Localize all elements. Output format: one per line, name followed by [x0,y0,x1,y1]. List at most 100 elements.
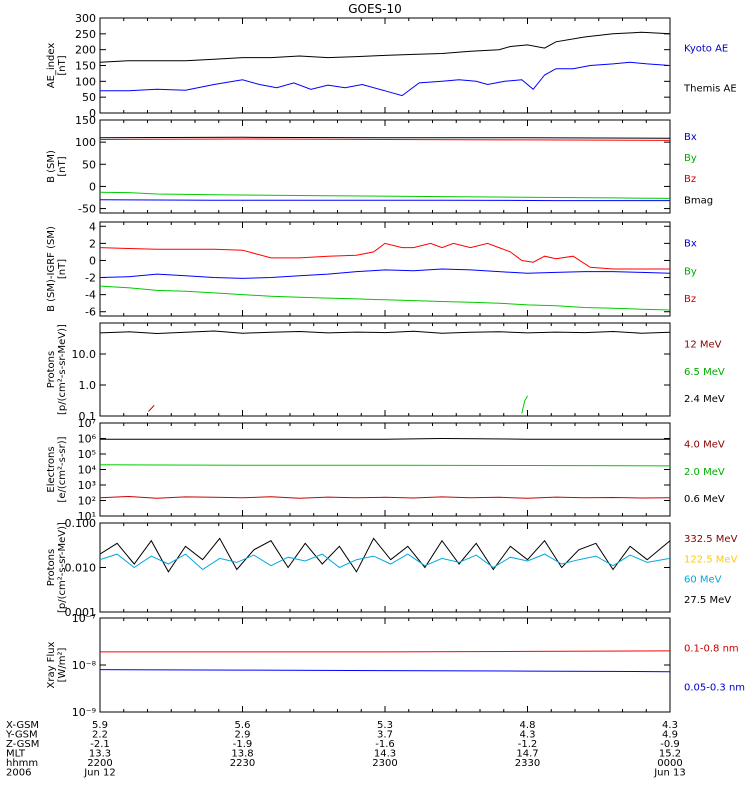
legend-entry: Bx [684,239,697,250]
y-axis-label: Electrons [46,446,57,492]
panel-frame [99,119,671,214]
footer-value: 4.9 [662,730,678,741]
panel-frame [99,17,671,114]
legend-entry: 332.5 MeV [684,534,738,545]
panel-2: -50 0 50 100 150 B (SM) [nT] Bx By Bz Bmag [46,114,713,216]
panel-6: 0.001 0.010 0.100 Protons [p/(cm²-s-sr-MeV)]… [46,517,738,619]
footer-value: 2330 [515,758,540,769]
series-line-bmag [100,136,670,139]
y-tick-label: -50 [78,203,96,216]
y-tick-label: 300 [75,12,96,25]
y-tick-label: 2 [89,237,96,250]
legend-entry: Bx [684,132,697,143]
footer-value: 3.7 [377,730,393,741]
panel-frame [99,221,671,317]
y-tick-label: 10⁵ [78,448,96,461]
legend-entry: 4.0 MeV [684,440,725,451]
footer-value: 2.2 [92,730,108,741]
y-tick-label: 10⁻⁸ [72,659,97,672]
footer-value: 14.3 [374,749,396,760]
y-tick-label: 150 [75,60,96,73]
legend-entry: Themis AE [683,83,737,94]
footer-value: -0.9 [660,739,680,750]
y-axis-label: [e/(cm²-s-sr)] [57,436,68,502]
y-tick-label: 10⁶ [78,433,97,446]
legend-entry: 60 MeV [684,575,722,586]
footer-row-label: Y-GSM [5,730,38,741]
panel-frame [99,422,671,517]
series-line-2-4-mev [100,330,670,335]
legend-entry: 2.0 MeV [684,467,725,478]
footer-value: 4.3 [520,730,536,741]
legend-entry: Bmag [684,195,713,206]
legend-entry: 0.1-0.8 nm [684,643,739,654]
y-tick-label: -4 [85,289,96,302]
y-axis-label: Xray Flux [46,641,57,688]
footer-value: 5.9 [92,720,108,731]
panel-frame [99,322,671,417]
series-line-bz [100,242,670,270]
y-axis-label: Protons [46,549,57,586]
panel-5: 10¹ 10² 10³ 10⁴ 10⁵ 10⁶ 10⁷ Electrons [e/(cm²-s-… [46,417,725,523]
footer-row-label: hhmm [6,758,38,769]
footer-value: -1.9 [233,739,253,750]
footer-value: 13.8 [231,749,253,760]
y-tick-label: 50 [82,158,96,171]
legend-entry: By [684,266,697,277]
footer-value: 5.3 [377,720,393,731]
y-tick-label: 200 [75,44,96,57]
y-axis-label: [nT] [57,259,68,279]
y-axis-label: B (SM)-IGRF (SM) [46,226,57,312]
series-line-12-mev [148,405,155,412]
y-tick-label: 10⁻⁷ [72,612,96,625]
y-tick-label: 4 [89,220,96,233]
y-axis-label: AE_index [46,43,57,89]
footer-value: 14.7 [516,749,538,760]
y-axis-label: B (SM) [46,150,57,183]
footer-row-label: Z-GSM [6,739,39,750]
footer-value: -2.1 [90,739,110,750]
y-tick-label: 0 [89,180,96,193]
footer-value: 4.8 [520,720,536,731]
legend-entry: 0.05-0.3 nm [684,683,745,694]
footer-value: -1.2 [518,739,538,750]
y-axis-label: [p/(cm²-s-sr-MeV)] [57,324,68,415]
y-tick-label: 0.100 [65,517,97,530]
y-tick-label: 0.1 [79,410,97,423]
legend-entry: Bz [684,174,696,185]
legend-entry: 122.5 MeV [684,554,738,565]
footer-value: 13.3 [89,749,111,760]
y-tick-label: 100 [75,136,96,149]
series-line-bx [100,199,670,202]
y-tick-label: 100 [75,75,96,88]
y-tick-label: 150 [75,114,96,127]
series-line-themis-ae [100,31,670,63]
series-line-by [100,285,670,311]
y-tick-label: 10.0 [72,348,97,361]
footer-row-label: MLT [6,749,26,760]
footer-row-label: X-GSM [6,720,39,731]
y-tick-label: 0.010 [65,562,97,575]
panel-4: 0.1 1.0 10.0 Protons [p/(cm²-s-sr-MeV)] 12 Me… [46,322,725,423]
y-tick-label: 10² [78,495,96,508]
y-axis-label: [nT] [57,156,68,176]
y-tick-label: 10⁻⁹ [72,706,96,719]
y-tick-label: 0.001 [65,606,97,619]
y-axis-label: [p/(cm²-s-sr-MeV)] [57,522,68,613]
series-line-0-05-0-3-nm [100,669,670,673]
y-tick-label: -6 [85,306,96,319]
y-tick-label: 0 [89,107,96,120]
series-line-60-mev [100,553,670,571]
y-tick-label: 250 [75,28,96,41]
series-line-0-1-0-8-nm [100,650,670,653]
legend-entry: Bz [684,294,696,305]
footer-value: Jun 13 [653,768,686,779]
y-axis-label: Protons [46,351,57,388]
series-line-27-5-mev [100,537,670,573]
footer-value: 4.3 [662,720,678,731]
legend-entry: Kyoto AE [684,44,728,55]
panel-3: -6 -4 -2 0 2 4 B (SM)-IGRF (SM) [nT] Bx By Bz [46,220,697,318]
y-tick-label: 1.0 [79,379,97,392]
legend-entry: 12 MeV [684,340,722,351]
